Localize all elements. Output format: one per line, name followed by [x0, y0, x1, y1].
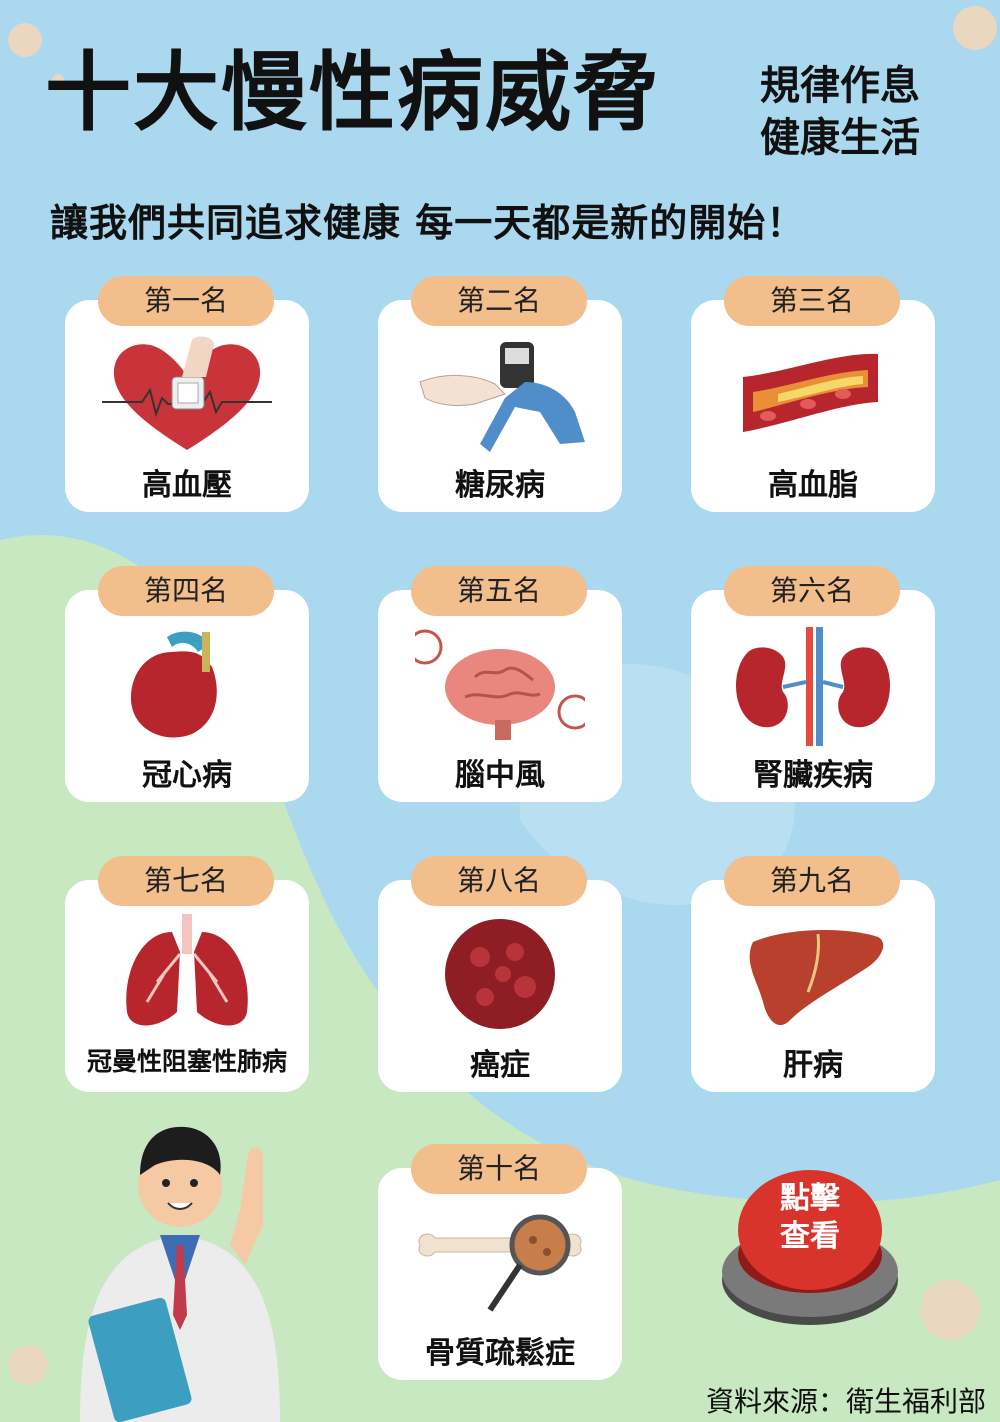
rank-badge: 第二名 [411, 276, 587, 326]
doctor-illustration [80, 1126, 280, 1422]
disease-card-8: 第八名 癌症 [378, 856, 622, 1092]
disease-card-5: 第五名 腦中風 [378, 566, 622, 802]
liver-icon [749, 930, 884, 1026]
rank-badge: 第五名 [411, 566, 587, 616]
disease-name: 腦中風 [455, 758, 545, 793]
rank-badge: 第三名 [724, 276, 900, 326]
rank-badge: 第七名 [98, 856, 274, 906]
glucose-meter-icon [419, 342, 585, 452]
page-subtitle: 讓我們共同追求健康 每一天都是新的開始！ [50, 201, 806, 245]
disease-card-10: 第十名 骨質疏鬆症 [378, 1144, 622, 1380]
rank-badge: 第六名 [724, 566, 900, 616]
bone-magnifier-icon [418, 1214, 582, 1312]
rank-badge: 第四名 [98, 566, 274, 616]
disease-name: 骨質疏鬆症 [425, 1336, 575, 1371]
heart-organ-icon [131, 631, 217, 738]
disease-card-1: 第一名 高血壓 [65, 276, 309, 512]
kidneys-icon [736, 627, 890, 746]
disease-card-4: 第四名 冠心病 [65, 566, 309, 802]
disease-name: 高血脂 [768, 468, 858, 503]
disease-card-3: 第三名 高血脂 [691, 276, 935, 512]
cancer-cell-icon [445, 919, 555, 1029]
disease-name: 高血壓 [142, 468, 232, 503]
rank-badge: 第十名 [411, 1144, 587, 1194]
slogan-block: 規律作息 健康生活 [760, 60, 920, 164]
blood-pressure-heart-icon [102, 336, 272, 450]
disease-name: 肝病 [783, 1048, 843, 1083]
source-credit: 資料來源：衛生福利部 [705, 1385, 986, 1418]
disease-name: 癌症 [470, 1048, 530, 1083]
page-title: 十大慢性病威脅 [45, 43, 661, 143]
brain-icon [415, 629, 585, 740]
disease-card-6: 第六名 腎臟疾病 [691, 566, 935, 802]
rank-badge: 第八名 [411, 856, 587, 906]
rank-badge: 第九名 [724, 856, 900, 906]
disease-name: 糖尿病 [455, 468, 545, 503]
disease-name: 冠曼性阻塞性肺病 [86, 1047, 287, 1076]
disease-name: 冠心病 [142, 758, 232, 793]
blocked-artery-icon [743, 353, 878, 432]
slogan-line-1: 規律作息 [760, 63, 920, 109]
disease-card-9: 第九名 肝病 [691, 856, 935, 1092]
lungs-icon [126, 914, 248, 1026]
disease-name: 腎臟疾病 [753, 758, 873, 793]
view-button[interactable] [720, 1150, 900, 1330]
disease-card-7: 第七名 冠曼性阻塞性肺病 [65, 856, 309, 1092]
slogan-line-2: 健康生活 [760, 115, 920, 161]
rank-badge: 第一名 [98, 276, 274, 326]
disease-card-2: 第二名 糖尿病 [378, 276, 622, 512]
